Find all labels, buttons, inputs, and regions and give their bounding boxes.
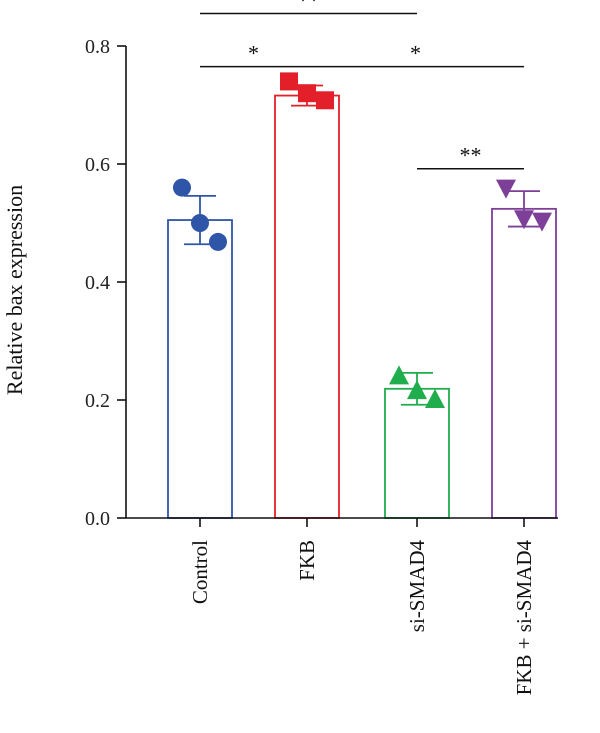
data-point-0-1 [191, 214, 209, 232]
data-point-0-2 [209, 232, 227, 251]
data-point-2-1 [407, 380, 427, 400]
data-point-2-2 [425, 389, 445, 408]
y-tick-label-4: 0.8 [85, 36, 110, 58]
x-tick-label-1: FKB [295, 540, 319, 581]
error-bars-layer [184, 84, 540, 406]
significance-label-1: * [248, 41, 259, 66]
y-axis-label: Relative bax expression [2, 185, 27, 395]
y-tick-label-3: 0.6 [85, 154, 110, 176]
data-point-3-0 [496, 179, 516, 199]
significance-label-0: ** [298, 0, 320, 13]
axes-layer: 0.0 0.2 0.4 0.6 0.8 Control FKB si-SMAD4 FKB + s… [85, 36, 558, 695]
data-point-0-0 [173, 178, 191, 197]
y-tick-label-2: 0.4 [85, 272, 110, 294]
data-point-3-1 [514, 210, 534, 230]
data-point-2-0 [389, 365, 409, 385]
bar-0 [167, 219, 233, 519]
y-tick-label-0: 0.0 [85, 508, 110, 530]
x-tick-label-3: FKB + si-SMAD4 [512, 540, 536, 696]
bar-2 [384, 387, 450, 519]
data-point-3-2 [532, 212, 552, 232]
significance-label-3: ** [460, 143, 482, 168]
data-point-1-1 [298, 84, 316, 103]
y-tick-label-1: 0.2 [85, 390, 110, 412]
significance-layer: *** *** [200, 0, 524, 170]
significance-label-2: * [410, 41, 421, 66]
data-point-1-2 [316, 91, 334, 110]
x-tick-label-0: Control [188, 540, 212, 604]
bar-3 [491, 207, 557, 519]
x-tick-label-2: si-SMAD4 [405, 540, 429, 633]
data-point-1-0 [280, 72, 298, 91]
bars-layer [167, 94, 557, 519]
points-layer [173, 72, 552, 408]
bar-1 [274, 94, 340, 519]
